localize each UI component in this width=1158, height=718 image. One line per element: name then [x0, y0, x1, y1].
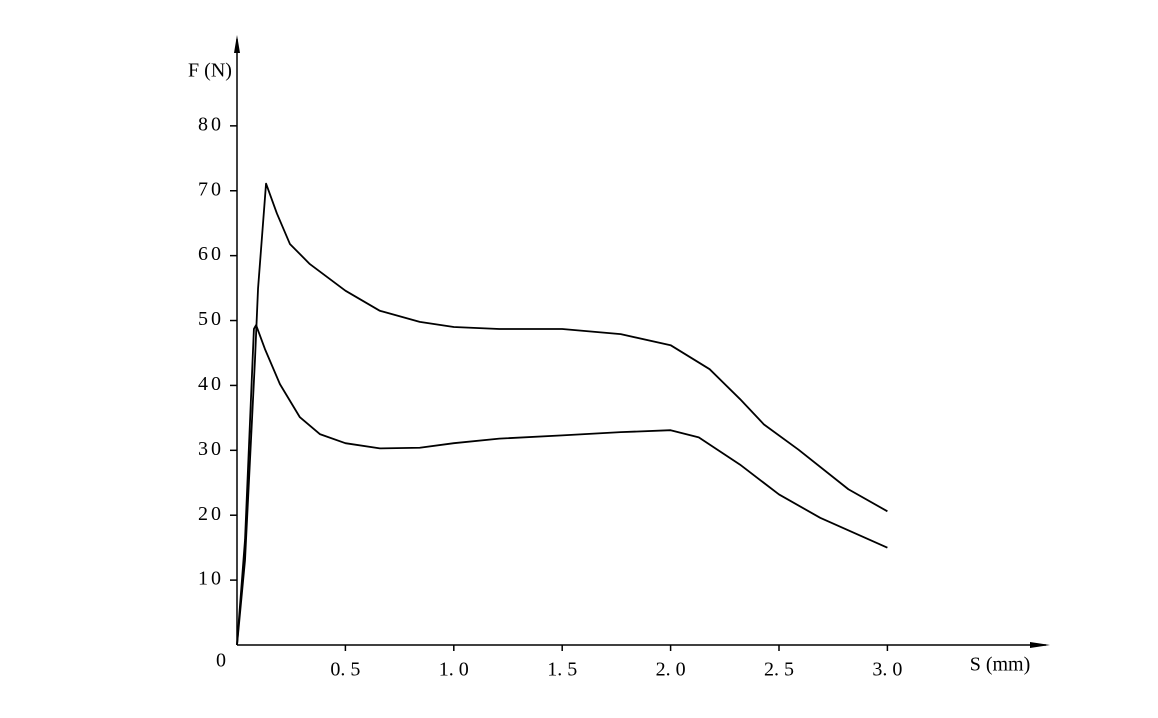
y-axis-arrow	[234, 35, 240, 53]
y-tick-label: 60	[198, 243, 224, 265]
x-tick-label: 2. 0	[656, 659, 686, 681]
y-tick-label: 30	[198, 438, 224, 460]
y-tick-label: 10	[198, 568, 224, 590]
line	[236, 324, 888, 646]
x-tick-label: 2. 5	[764, 659, 794, 681]
x-axis-label: S (mm)	[970, 654, 1031, 676]
y-axis-label: F (N)	[188, 60, 232, 82]
origin-label: 0	[216, 650, 226, 672]
y-tick-label: 40	[198, 373, 224, 395]
x-tick-label: 3. 0	[872, 659, 902, 681]
y-tick-label: 80	[198, 113, 224, 135]
x-tick-label: 1. 0	[439, 659, 469, 681]
y-tick-label: 50	[198, 308, 224, 330]
x-tick-label: 0. 5	[330, 659, 360, 681]
line	[236, 182, 888, 646]
x-axis-arrow	[1030, 642, 1050, 648]
y-tick-label: 70	[198, 178, 224, 200]
y-tick-label: 20	[198, 503, 224, 525]
x-tick-label: 1. 5	[547, 659, 577, 681]
